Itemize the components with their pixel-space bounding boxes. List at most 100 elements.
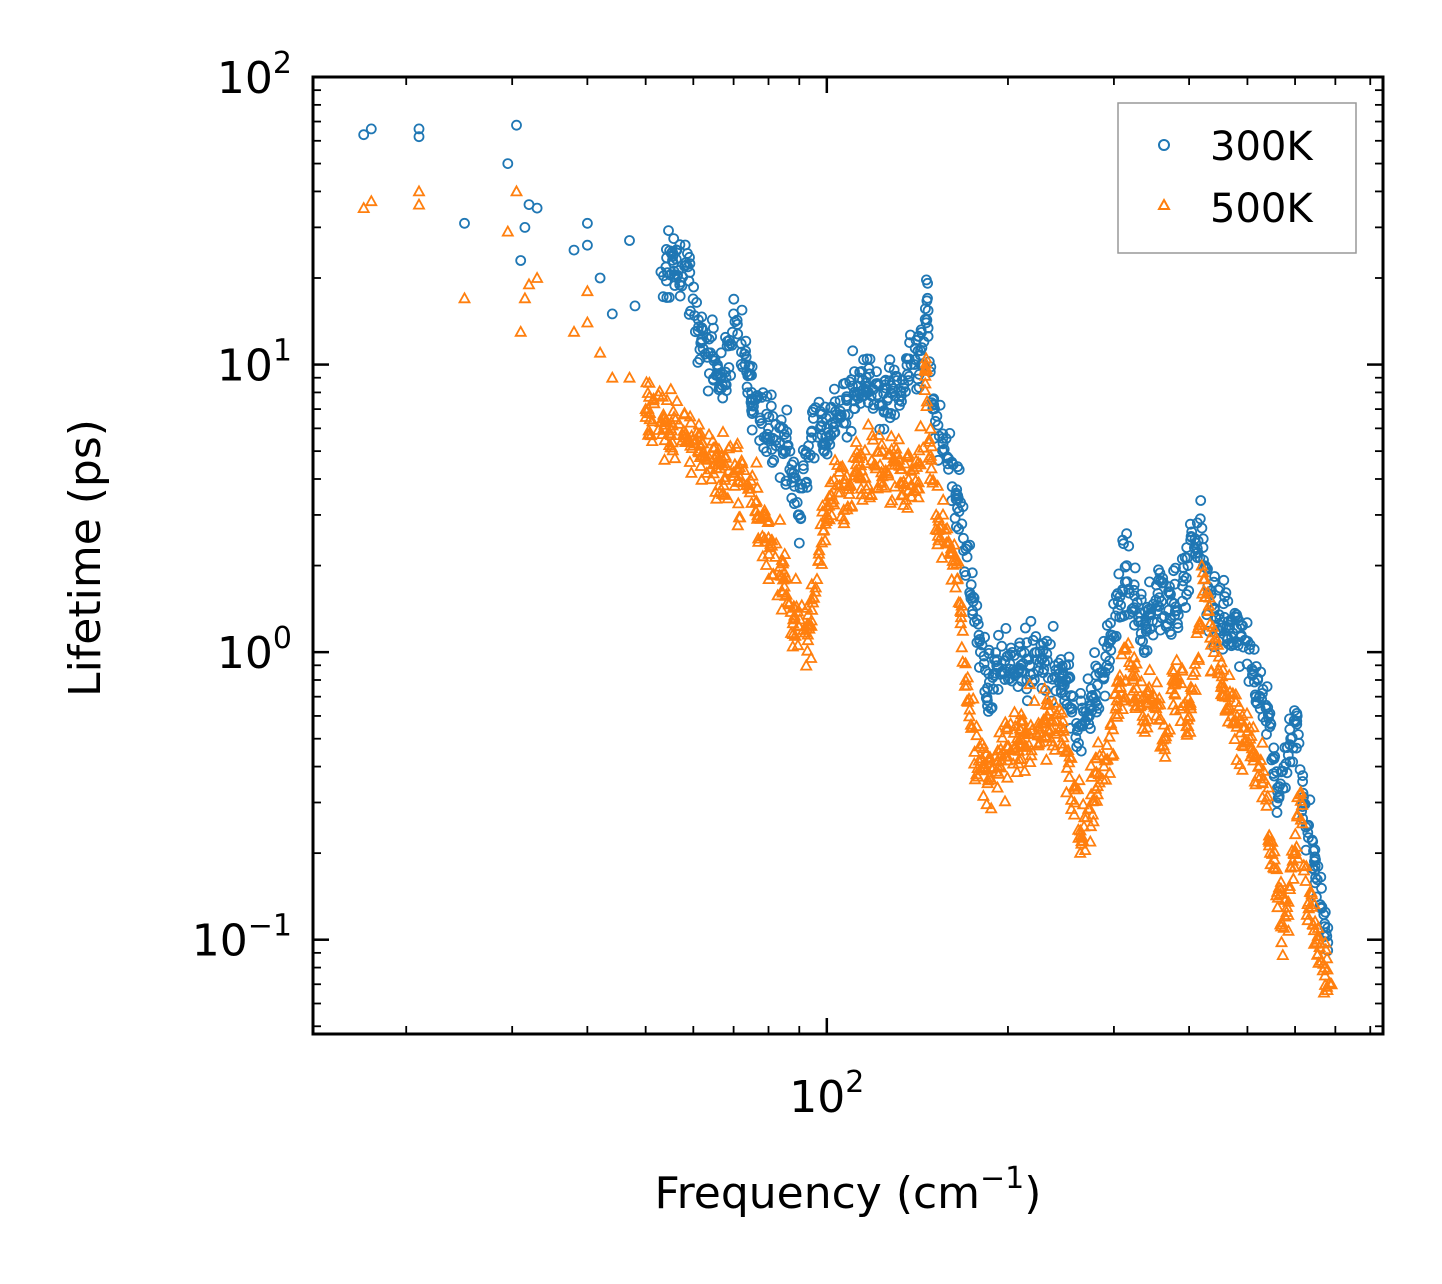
point-300k <box>1288 715 1300 726</box>
point-300k <box>703 333 715 345</box>
point-500k <box>1256 771 1271 784</box>
point-500k <box>1302 895 1316 907</box>
point-300k <box>987 672 999 683</box>
point-500k <box>1286 872 1300 884</box>
y-tick-label: 10−1 <box>192 909 292 967</box>
point-300k <box>1280 758 1292 770</box>
point-300k <box>1191 543 1203 554</box>
point-500k <box>833 485 847 498</box>
point-300k <box>889 409 900 421</box>
point-300k <box>1103 662 1115 674</box>
point-300k <box>847 345 859 357</box>
point-300k <box>996 640 1008 652</box>
point-500k <box>972 753 986 766</box>
y-tick-label: 100 <box>217 621 292 679</box>
point-300k <box>784 445 796 457</box>
point-300k <box>1085 683 1097 695</box>
point-500k <box>737 463 751 476</box>
point-500k <box>580 284 594 297</box>
point-300k <box>980 664 991 676</box>
point-500k <box>1000 770 1014 783</box>
point-300k <box>950 487 962 499</box>
point-300k <box>782 439 794 451</box>
point-300k <box>874 423 886 435</box>
point-300k <box>748 406 759 418</box>
point-300k <box>999 655 1011 667</box>
point-500k <box>941 534 956 547</box>
point-500k <box>844 499 859 512</box>
point-300k <box>1180 572 1192 584</box>
point-500k <box>1246 720 1260 733</box>
point-500k <box>1300 907 1314 920</box>
point-500k <box>809 580 823 593</box>
point-300k <box>861 383 872 395</box>
point-500k <box>1295 816 1309 829</box>
point-500k <box>1170 653 1184 666</box>
point-500k <box>824 488 838 501</box>
point-500k <box>995 730 1009 743</box>
point-500k <box>1038 713 1053 726</box>
point-300k <box>1272 792 1284 804</box>
point-500k <box>904 464 918 476</box>
point-300k <box>937 438 949 450</box>
point-500k <box>835 459 849 472</box>
point-500k <box>1090 794 1104 806</box>
point-300k <box>880 374 892 386</box>
point-500k <box>1139 714 1153 727</box>
point-500k <box>762 572 776 584</box>
point-300k <box>708 322 719 334</box>
point-500k <box>1018 764 1032 776</box>
point-500k <box>1033 735 1047 748</box>
point-300k <box>922 322 934 334</box>
point-500k <box>1273 887 1288 899</box>
point-500k <box>810 572 824 584</box>
point-500k <box>1038 681 1052 694</box>
point-500k <box>1318 978 1332 990</box>
point-500k <box>758 531 772 544</box>
point-300k <box>858 389 870 401</box>
point-500k <box>1265 834 1279 847</box>
point-300k <box>1119 561 1131 573</box>
point-500k <box>919 351 933 364</box>
point-500k <box>1000 749 1014 762</box>
point-300k <box>1217 622 1229 634</box>
point-300k <box>1143 609 1155 621</box>
point-500k <box>782 596 796 609</box>
point-300k <box>1267 752 1279 764</box>
point-500k <box>1244 729 1258 741</box>
point-500k <box>593 345 607 358</box>
point-300k <box>834 395 846 407</box>
point-500k <box>1060 760 1074 773</box>
point-300k <box>1086 705 1098 717</box>
point-500k <box>522 277 536 290</box>
point-300k <box>1197 533 1209 545</box>
point-500k <box>778 588 792 601</box>
point-300k <box>996 667 1008 679</box>
point-500k <box>985 761 999 774</box>
point-500k <box>799 658 813 671</box>
point-300k <box>848 403 860 415</box>
point-500k <box>1188 683 1203 695</box>
point-500k <box>1076 797 1090 810</box>
point-300k <box>1144 623 1156 635</box>
point-300k <box>727 326 738 338</box>
point-500k <box>1129 669 1143 682</box>
point-300k <box>1133 616 1144 628</box>
point-500k <box>656 389 670 402</box>
point-500k <box>1312 929 1326 942</box>
point-500k <box>1183 698 1197 711</box>
x-axis-label: Frequency (cm−1) <box>655 1161 1042 1219</box>
point-500k <box>960 678 974 691</box>
point-500k <box>1319 942 1333 955</box>
point-500k <box>647 396 661 409</box>
point-500k <box>1274 875 1288 887</box>
point-300k <box>1280 782 1291 794</box>
point-300k <box>1165 588 1176 600</box>
point-500k <box>919 356 933 369</box>
point-300k <box>1271 807 1283 818</box>
point-500k <box>1138 725 1152 737</box>
point-300k <box>951 521 962 533</box>
point-300k <box>1257 684 1269 695</box>
point-300k <box>358 129 370 141</box>
point-500k <box>1025 722 1039 735</box>
